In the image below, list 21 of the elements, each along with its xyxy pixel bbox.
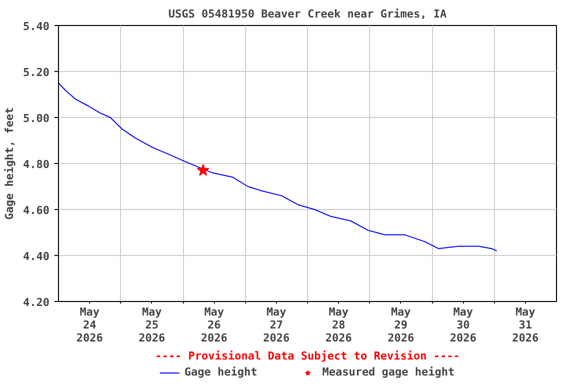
y-tick-label: 4.20 [23,296,50,309]
y-tick-label: 5.20 [23,66,50,79]
x-tick-label: May 28 2026 [325,306,352,344]
y-tick-label: 4.40 [23,250,50,263]
x-tick-label: May 30 2026 [450,306,477,344]
chart-title: USGS 05481950 Beaver Creek near Grimes, IA [168,8,447,20]
legend-label: Gage height [184,366,258,378]
line-series [58,82,498,252]
y-tick-label: 5.00 [23,112,50,125]
text: ---- Provisional Data Subject to Revision ---- [155,350,460,362]
x-tick-label: May 27 2026 [263,306,290,344]
x-tick-label: May 26 2026 [200,306,228,344]
x-tick-label: May 25 2026 [138,306,166,344]
y-tick-label: 4.80 [23,158,50,171]
x-tick-label: May 24 2026 [76,306,104,344]
y-tick-label: 4.60 [23,204,50,217]
legend-label: Measured gage height [322,366,455,378]
x-tick-label: May 29 2026 [388,306,414,344]
x-tick-label: May 31 2026 [512,306,539,344]
y-axis-title: Gage height, feet [3,107,16,220]
y-tick-label: 5.40 [23,20,50,33]
